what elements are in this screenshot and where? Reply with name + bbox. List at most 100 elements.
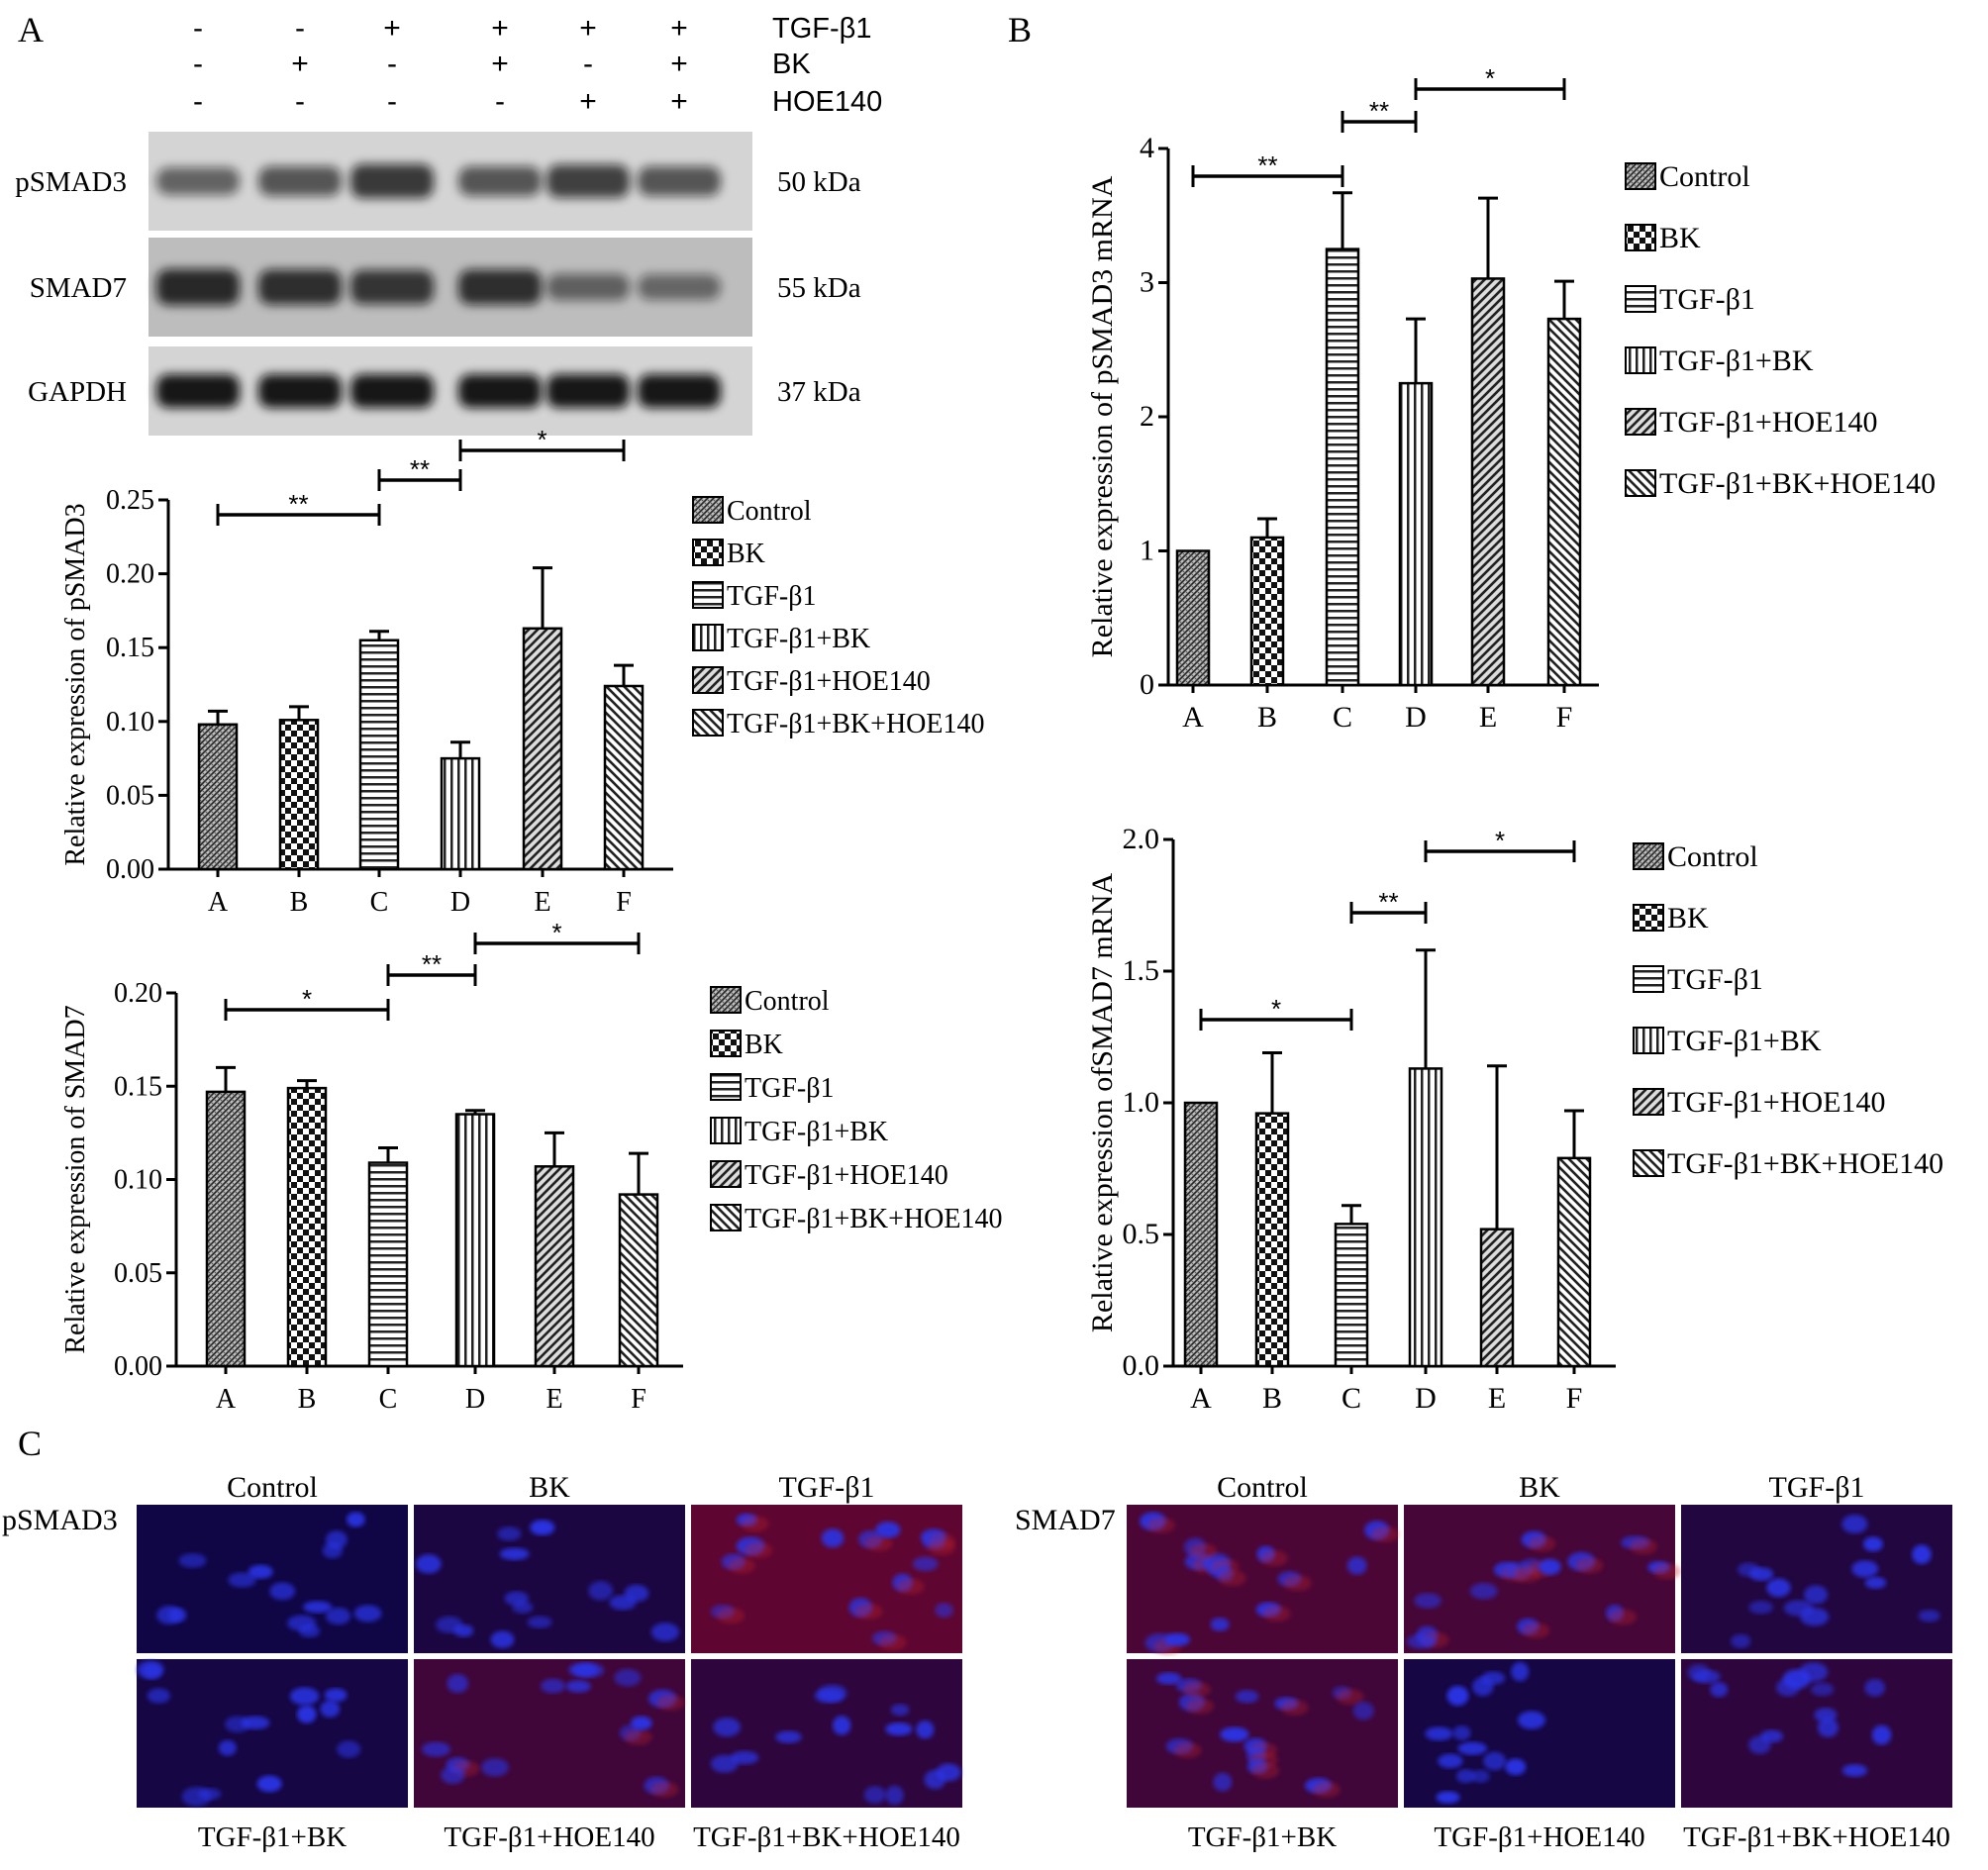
legend-label: TGF-β1+BK+HOE140 (1659, 467, 1936, 500)
if-nucleus (1841, 1515, 1868, 1534)
legend-swatch (1625, 224, 1656, 251)
legend-label: BK (745, 1030, 783, 1060)
legend-label: BK (727, 539, 765, 569)
bar (1546, 317, 1582, 687)
if-nucleus (1862, 1536, 1883, 1552)
if-nucleus (863, 1786, 886, 1804)
if-nucleus (1518, 1711, 1545, 1729)
if-cytoplasm-signal (1575, 1557, 1604, 1574)
legend-swatch (710, 1204, 742, 1231)
blot-band (258, 165, 342, 197)
legend-swatch (1625, 469, 1656, 497)
treatment-sign: - (193, 85, 203, 118)
if-nucleus (228, 1572, 256, 1588)
x-tick-label: F (616, 887, 632, 918)
x-tick-label: B (1262, 1382, 1282, 1415)
y-tick-label: 0.25 (106, 485, 154, 516)
if-cytoplasm-signal (1259, 1550, 1288, 1567)
if-nucleus (1164, 1632, 1190, 1646)
if-nucleus (588, 1581, 614, 1601)
legend-label: Control (745, 986, 830, 1017)
legend-label: TGF-β1 (745, 1073, 834, 1104)
immunofluorescence-psmad3: pSMAD3 Control BK TGF-β1 TGF-β1+BK TGF-β1+HOE… (2, 1471, 962, 1853)
y-axis-label: Relative expression of SMAD7 (60, 1005, 91, 1353)
bar (278, 719, 320, 871)
if-row-label: pSMAD3 (2, 1504, 118, 1536)
legend-label: TGF-β1+BK+HOE140 (1667, 1147, 1943, 1180)
if-nucleus (1213, 1772, 1233, 1792)
if-nucleus (1817, 1718, 1839, 1737)
if-nucleus (630, 1716, 652, 1730)
blot-protein-label: pSMAD3 (15, 166, 127, 198)
y-tick-label: 0.00 (106, 854, 154, 885)
treatment-sign: + (491, 12, 509, 45)
if-nucleus (1748, 1735, 1771, 1754)
if-cytoplasm-signal (1652, 1563, 1681, 1580)
treatment-sign: + (579, 85, 597, 118)
legend-swatch (1625, 285, 1656, 313)
if-nucleus (320, 1700, 341, 1718)
legend-swatch (1633, 1027, 1664, 1054)
legend-label: TGF-β1+BK+HOE140 (745, 1204, 1003, 1234)
y-axis-label: Relative expression ofSMAD7 mRNA (1086, 873, 1119, 1332)
if-nucleus (1710, 1682, 1729, 1698)
y-tick-label: 0.20 (114, 978, 162, 1009)
x-tick-label: F (1556, 701, 1573, 734)
y-tick-label: 0.10 (106, 707, 154, 738)
if-nucleus (1864, 1576, 1887, 1589)
if-nucleus (1804, 1585, 1829, 1605)
if-nucleus (324, 1688, 348, 1703)
legend-label: Control (1667, 840, 1758, 873)
if-nucleus (416, 1554, 442, 1574)
y-tick-label: 0.05 (114, 1258, 162, 1289)
if-nucleus (541, 1678, 565, 1694)
if-cytoplasm-signal (1183, 1681, 1212, 1698)
if-nucleus (1539, 1558, 1561, 1575)
legend-swatch (710, 1160, 742, 1188)
bar (1183, 1101, 1219, 1368)
if-nucleus (574, 1662, 605, 1678)
y-tick-label: 0.15 (106, 633, 154, 663)
x-tick-label: F (631, 1384, 646, 1415)
if-nucleus (241, 1716, 270, 1730)
x-tick-label: D (1405, 701, 1427, 734)
legend-swatch (710, 1073, 742, 1101)
if-nucleus (1841, 1764, 1868, 1777)
x-tick-label: C (379, 1384, 398, 1415)
if-nucleus (497, 1526, 522, 1541)
if-nucleus (936, 1763, 961, 1782)
y-tick-label: 0 (1140, 668, 1154, 701)
if-nucleus (325, 1607, 351, 1625)
if-micrograph (691, 1505, 962, 1653)
blot-band (156, 268, 240, 306)
legend-label: TGF-β1+BK (745, 1117, 888, 1147)
treatment-sign: + (670, 12, 688, 45)
legend-label: TGF-β1 (1659, 283, 1755, 316)
if-cytoplasm-signal (650, 1781, 679, 1798)
immunofluorescence-smad7: SMAD7 Control BK TGF-β1 TGF-β1+BK TGF-β1+HOE1… (1015, 1471, 1952, 1853)
panel-letter-b: B (1008, 10, 1032, 49)
if-column-label: TGF-β1 (1769, 1471, 1865, 1504)
if-nucleus (1782, 1669, 1811, 1690)
if-nucleus (453, 1624, 474, 1637)
treatment-sign: + (383, 12, 401, 45)
treatment-sign: + (491, 48, 509, 80)
bar (1398, 381, 1434, 687)
if-nucleus (916, 1721, 935, 1739)
if-cytoplasm-signal (1189, 1543, 1218, 1560)
bar (522, 627, 563, 871)
if-nucleus (286, 1615, 317, 1631)
if-cytoplasm-signal (864, 1534, 893, 1551)
if-nucleus (1748, 1600, 1773, 1615)
if-nucleus (269, 1582, 296, 1601)
x-tick-label: D (465, 1384, 485, 1415)
x-tick-label: A (208, 887, 229, 918)
if-cytoplasm-signal (717, 1607, 746, 1624)
if-nucleus (1505, 1758, 1527, 1776)
blot-band (350, 269, 434, 305)
blot-size-label: 50 kDa (777, 166, 861, 198)
if-nucleus (1425, 1726, 1453, 1741)
blot-band (156, 167, 240, 195)
blot-protein-label: SMAD7 (30, 272, 127, 304)
bar (205, 1090, 247, 1368)
